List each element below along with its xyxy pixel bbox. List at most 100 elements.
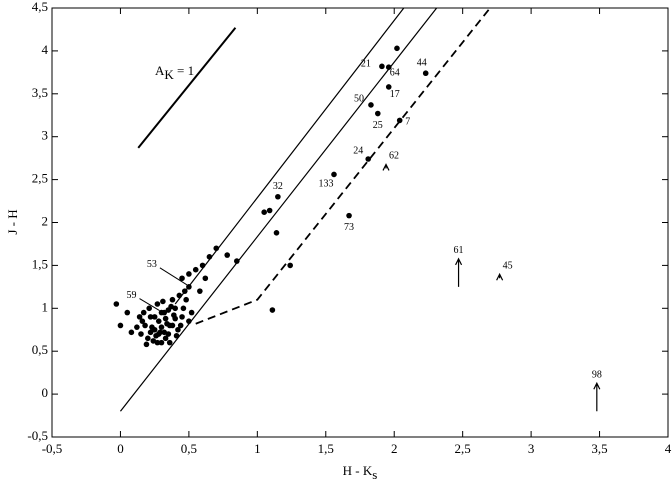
point bbox=[151, 314, 158, 320]
line bbox=[174, 7, 405, 305]
x-axis-label-sub: s bbox=[372, 467, 377, 482]
point bbox=[154, 339, 161, 346]
labeled-point bbox=[379, 63, 385, 70]
labeled-point bbox=[385, 84, 392, 90]
point bbox=[213, 245, 220, 252]
point bbox=[192, 266, 199, 273]
point bbox=[202, 275, 209, 282]
point-label: 25 bbox=[373, 120, 383, 131]
x-tick-label: 2 bbox=[391, 441, 398, 456]
labeled-point bbox=[186, 284, 192, 290]
point bbox=[166, 339, 173, 346]
point bbox=[188, 309, 195, 316]
point bbox=[234, 258, 240, 264]
point bbox=[158, 339, 165, 346]
point bbox=[183, 296, 189, 303]
point bbox=[266, 207, 273, 214]
limit-arrow bbox=[455, 257, 463, 287]
point bbox=[177, 322, 184, 329]
point bbox=[179, 314, 185, 320]
point bbox=[142, 322, 148, 329]
leader-line bbox=[139, 298, 160, 312]
point bbox=[261, 209, 267, 216]
point bbox=[154, 301, 161, 307]
limit-label: 61 bbox=[454, 245, 464, 256]
limit-arrow bbox=[382, 163, 390, 171]
annotation-main: A bbox=[155, 63, 165, 78]
point bbox=[161, 329, 168, 336]
point bbox=[117, 322, 124, 329]
y-tick-label: 4,5 bbox=[32, 0, 48, 14]
leader-line bbox=[159, 267, 188, 286]
y-tick-label: 2 bbox=[42, 213, 49, 228]
point bbox=[199, 262, 206, 269]
limit-arrow bbox=[496, 272, 504, 281]
labeled-point bbox=[275, 193, 281, 200]
x-axis-label: H - Ks bbox=[343, 463, 378, 482]
x-tick-label: -0,5 bbox=[42, 441, 63, 456]
point bbox=[206, 254, 213, 260]
labeled-point bbox=[368, 102, 374, 108]
y-tick-label: 1,5 bbox=[32, 256, 48, 271]
x-tick-label: 1,5 bbox=[318, 441, 334, 456]
limit-arrow bbox=[593, 381, 601, 412]
point bbox=[147, 329, 154, 336]
point bbox=[140, 309, 147, 316]
limit-label: 45 bbox=[503, 261, 513, 272]
x-tick-label: 0 bbox=[117, 441, 124, 456]
x-tick-label: 4 bbox=[665, 441, 672, 456]
point-label: 50 bbox=[354, 93, 364, 104]
annotation: AK = 1 bbox=[155, 63, 194, 82]
point bbox=[146, 305, 152, 312]
point bbox=[138, 331, 144, 337]
point-label: 73 bbox=[344, 222, 354, 233]
point bbox=[197, 288, 203, 294]
x-tick-label: 3 bbox=[528, 441, 535, 456]
point bbox=[155, 331, 162, 337]
point-label: 59 bbox=[127, 290, 137, 301]
point bbox=[172, 315, 178, 322]
point bbox=[128, 329, 135, 336]
point bbox=[147, 314, 154, 320]
point bbox=[175, 326, 181, 333]
point bbox=[113, 301, 120, 307]
point bbox=[224, 252, 231, 258]
point bbox=[158, 324, 165, 330]
point bbox=[287, 262, 293, 269]
point bbox=[145, 335, 151, 342]
point bbox=[162, 315, 169, 322]
point-label: 133 bbox=[318, 179, 333, 190]
x-tick-label: 1 bbox=[254, 441, 261, 456]
labeled-point bbox=[346, 212, 352, 219]
point bbox=[149, 324, 155, 330]
point bbox=[165, 307, 172, 313]
labeled-point bbox=[158, 309, 165, 316]
x-tick-label: 0,5 bbox=[181, 441, 197, 456]
limit-label: 98 bbox=[592, 370, 602, 381]
annotation-rest: = 1 bbox=[174, 63, 194, 78]
labeled-point bbox=[422, 70, 429, 77]
y-tick-label: -0,5 bbox=[27, 428, 48, 443]
point-label: 53 bbox=[147, 259, 157, 270]
point-label: 17 bbox=[390, 89, 400, 100]
point bbox=[162, 335, 169, 342]
line bbox=[137, 27, 237, 149]
x-tick-label: 3,5 bbox=[591, 441, 607, 456]
y-tick-label: 2,5 bbox=[32, 171, 48, 186]
line bbox=[195, 7, 491, 325]
annotation-sub: K bbox=[164, 67, 174, 82]
point bbox=[186, 271, 192, 277]
y-tick-label: 3 bbox=[42, 128, 49, 143]
point bbox=[169, 296, 176, 303]
point-label: 32 bbox=[273, 181, 283, 192]
y-tick-label: 4 bbox=[42, 42, 49, 57]
point bbox=[186, 318, 192, 324]
limit-label: 62 bbox=[389, 151, 399, 162]
point bbox=[134, 324, 140, 330]
x-tick-label: 2,5 bbox=[455, 441, 471, 456]
point bbox=[136, 314, 143, 320]
point bbox=[173, 332, 180, 339]
y-tick-label: 0 bbox=[42, 385, 49, 400]
